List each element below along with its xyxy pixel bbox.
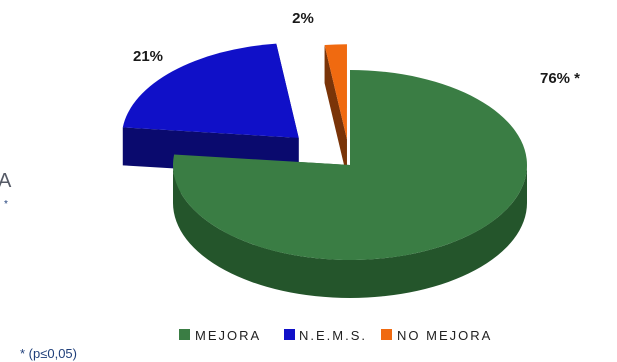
slice-label-n-e-m-s: 21%	[133, 48, 163, 65]
slice-label-no-mejora: 2%	[292, 10, 314, 27]
significance-footnote: * (p≤0,05)	[20, 346, 77, 361]
legend-label-mejora: MEJORA	[195, 328, 261, 343]
pie-slices	[123, 44, 527, 298]
legend-swatch-no-mejora	[381, 329, 392, 340]
slice-label-mejora: 76% *	[540, 70, 580, 87]
legend: MEJORA N.E.M.S. NO MEJORA	[179, 328, 492, 343]
legend-label-nems: N.E.M.S.	[299, 328, 367, 343]
legend-swatch-nems	[284, 329, 295, 340]
cropped-letter: A	[0, 170, 12, 192]
legend-label-no-mejora: NO MEJORA	[397, 328, 492, 343]
legend-swatch-mejora	[179, 329, 190, 340]
cropped-star: *	[4, 199, 8, 210]
